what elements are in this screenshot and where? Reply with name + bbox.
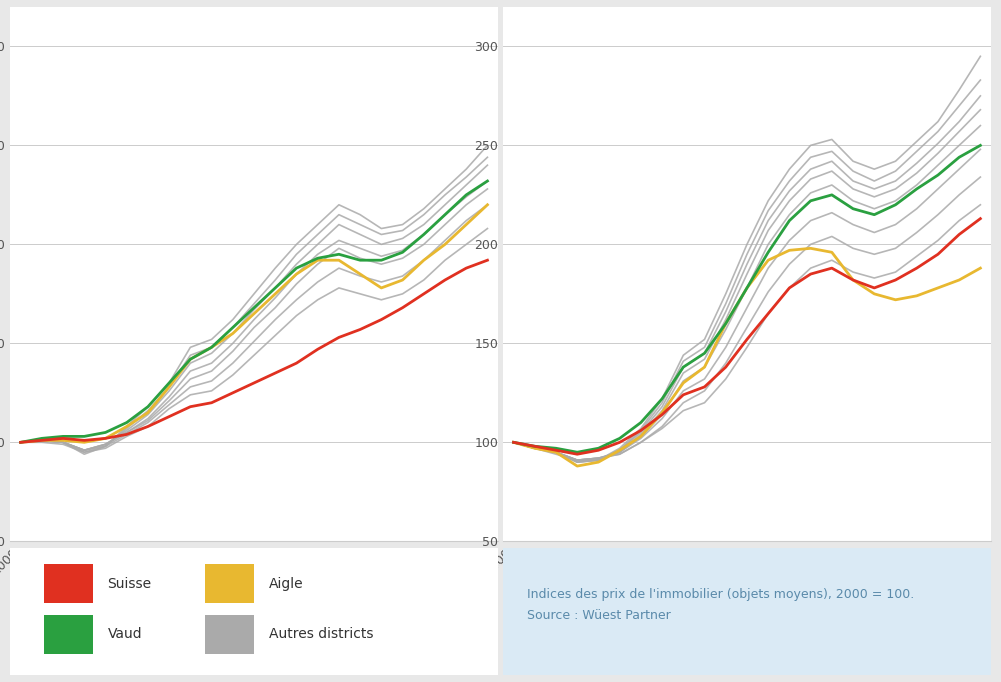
FancyBboxPatch shape — [205, 615, 254, 653]
Text: Autres districts: Autres districts — [268, 627, 373, 642]
Text: Indices des prix de l'immobilier (objets moyens), 2000 = 100.
Source : Wüest Par: Indices des prix de l'immobilier (objets… — [528, 588, 915, 622]
Text: Vaud: Vaud — [108, 627, 142, 642]
FancyBboxPatch shape — [44, 565, 93, 603]
FancyBboxPatch shape — [205, 565, 254, 603]
FancyBboxPatch shape — [44, 615, 93, 653]
Text: Suisse: Suisse — [108, 576, 152, 591]
Text: Aigle: Aigle — [268, 576, 303, 591]
